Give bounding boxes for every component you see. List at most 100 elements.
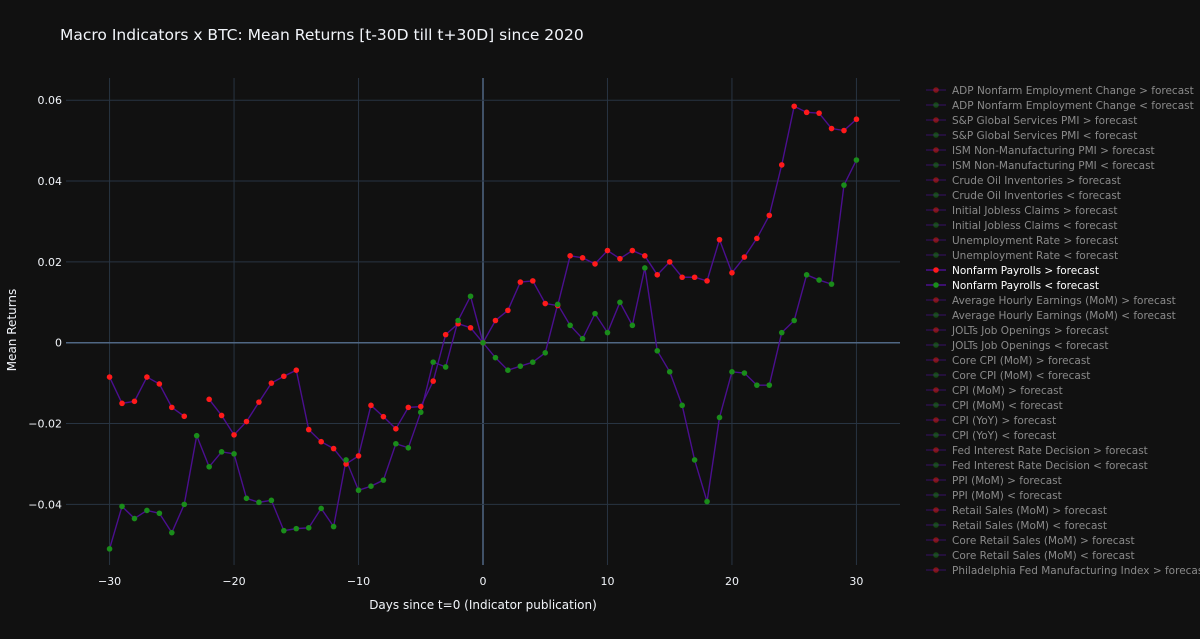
legend-item[interactable]: S&P Global Services PMI > forecast [926,115,1137,127]
data-point-above-forecast[interactable] [268,380,275,386]
data-point-below-forecast[interactable] [218,449,225,455]
data-point-below-forecast[interactable] [554,301,561,308]
data-point-below-forecast[interactable] [542,350,549,356]
data-point-below-forecast[interactable] [642,265,648,271]
data-point-above-forecast[interactable] [654,272,661,278]
data-point-below-forecast[interactable] [193,432,200,439]
data-point-above-forecast[interactable] [169,404,175,411]
data-point-below-forecast[interactable] [778,329,785,336]
data-point-above-forecast[interactable] [430,378,437,384]
legend-item[interactable]: Unemployment Rate > forecast [926,235,1118,247]
data-point-below-forecast[interactable] [729,369,735,375]
data-point-below-forecast[interactable] [206,463,212,470]
data-point-below-forecast[interactable] [330,523,337,530]
data-point-above-forecast[interactable] [206,396,212,403]
data-point-below-forecast[interactable] [169,529,175,536]
data-point-below-forecast[interactable] [679,402,685,409]
data-point-above-forecast[interactable] [579,255,586,261]
legend-item[interactable]: CPI (YoY) < forecast [926,430,1056,442]
data-point-below-forecast[interactable] [393,440,399,447]
data-point-below-forecast[interactable] [293,525,300,532]
data-point-above-forecast[interactable] [393,426,399,432]
data-point-above-forecast[interactable] [679,274,685,281]
data-point-below-forecast[interactable] [368,483,374,489]
legend-item[interactable]: Philadelphia Fed Manufacturing Index > f… [926,565,1200,577]
data-point-below-forecast[interactable] [754,382,760,388]
data-point-above-forecast[interactable] [467,324,474,331]
data-point-below-forecast[interactable] [716,414,723,421]
data-point-below-forecast[interactable] [181,501,188,508]
data-point-below-forecast[interactable] [592,310,598,317]
data-point-above-forecast[interactable] [691,274,698,281]
legend-item[interactable]: PPI (MoM) < forecast [926,490,1062,502]
data-point-below-forecast[interactable] [305,525,312,531]
legend-item[interactable]: PPI (MoM) > forecast [926,475,1062,487]
legend-item[interactable]: ISM Non-Manufacturing PMI < forecast [926,160,1155,172]
legend-item[interactable]: ADP Nonfarm Employment Change < forecast [926,100,1194,112]
data-point-below-forecast[interactable] [281,527,287,534]
data-point-above-forecast[interactable] [368,402,374,409]
legend-item[interactable]: Nonfarm Payrolls < forecast [926,280,1099,292]
data-point-below-forecast[interactable] [343,457,349,463]
legend-item[interactable]: Unemployment Rate < forecast [926,250,1118,262]
data-point-above-forecast[interactable] [119,400,125,407]
data-point-above-forecast[interactable] [442,331,449,338]
data-point-above-forecast[interactable] [604,247,611,254]
data-point-above-forecast[interactable] [803,109,810,116]
legend-item[interactable]: JOLTs Job Openings < forecast [926,340,1108,352]
data-point-below-forecast[interactable] [791,317,797,324]
data-point-above-forecast[interactable] [156,381,163,387]
data-point-above-forecast[interactable] [542,300,549,307]
data-point-below-forecast[interactable] [256,499,262,506]
data-point-below-forecast[interactable] [231,451,237,457]
legend-item[interactable]: JOLTs Job Openings > forecast [926,325,1108,337]
data-point-above-forecast[interactable] [343,461,349,467]
data-point-above-forecast[interactable] [716,236,723,243]
data-point-above-forecast[interactable] [505,307,511,314]
data-point-below-forecast[interactable] [604,329,611,336]
data-point-below-forecast[interactable] [467,293,474,300]
data-point-below-forecast[interactable] [430,359,437,365]
data-point-above-forecast[interactable] [355,453,362,459]
data-point-below-forecast[interactable] [144,507,150,514]
data-point-above-forecast[interactable] [517,279,524,285]
data-point-below-forecast[interactable] [355,487,362,494]
legend-item[interactable]: Crude Oil Inventories < forecast [926,190,1121,202]
data-point-below-forecast[interactable] [704,498,710,505]
data-point-above-forecast[interactable] [629,247,636,254]
data-point-above-forecast[interactable] [529,278,536,284]
data-point-below-forecast[interactable] [131,515,138,522]
data-point-above-forecast[interactable] [256,399,262,405]
data-point-below-forecast[interactable] [803,272,810,278]
data-point-above-forecast[interactable] [293,367,300,374]
data-point-above-forecast[interactable] [144,374,150,380]
data-point-below-forecast[interactable] [666,369,673,375]
legend-item[interactable]: CPI (MoM) > forecast [926,385,1063,397]
data-point-above-forecast[interactable] [592,261,598,267]
legend-item[interactable]: Core Retail Sales (MoM) > forecast [926,535,1135,547]
data-point-above-forecast[interactable] [741,254,748,260]
data-point-above-forecast[interactable] [181,413,188,420]
data-point-above-forecast[interactable] [729,270,735,276]
data-point-above-forecast[interactable] [791,103,797,110]
data-point-below-forecast[interactable] [243,495,250,502]
data-point-below-forecast[interactable] [318,505,324,512]
data-point-below-forecast[interactable] [529,359,536,365]
data-point-below-forecast[interactable] [617,299,623,306]
data-point-below-forecast[interactable] [654,348,661,354]
data-point-above-forecast[interactable] [816,110,822,116]
data-point-below-forecast[interactable] [119,503,125,510]
data-point-above-forecast[interactable] [567,253,573,259]
data-point-above-forecast[interactable] [405,404,412,411]
data-point-above-forecast[interactable] [330,445,337,452]
legend-item[interactable]: Fed Interest Rate Decision > forecast [926,445,1148,457]
data-point-below-forecast[interactable] [480,339,486,346]
data-point-below-forecast[interactable] [828,281,835,287]
data-point-below-forecast[interactable] [380,477,387,483]
data-point-below-forecast[interactable] [455,317,461,324]
legend-item[interactable]: Core CPI (MoM) < forecast [926,370,1090,382]
legend-item[interactable]: Crude Oil Inventories > forecast [926,175,1121,187]
legend-item[interactable]: Retail Sales (MoM) < forecast [926,520,1107,532]
legend-item[interactable]: Initial Jobless Claims < forecast [926,220,1117,232]
data-point-above-forecast[interactable] [218,412,225,419]
